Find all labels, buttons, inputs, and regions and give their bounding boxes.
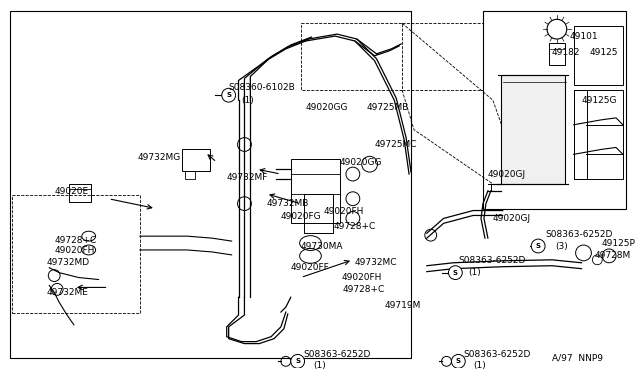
Text: 49728+C: 49728+C <box>343 285 385 294</box>
Text: 49182: 49182 <box>552 48 580 57</box>
Bar <box>483 12 626 209</box>
Text: 49020FF: 49020FF <box>291 263 330 272</box>
Text: 49732MC: 49732MC <box>355 258 397 267</box>
Text: S08363-6252D: S08363-6252D <box>463 350 531 359</box>
Text: 49020FG: 49020FG <box>281 212 321 221</box>
Text: S: S <box>226 92 231 98</box>
Text: 49728+C: 49728+C <box>54 235 97 245</box>
Bar <box>12 195 140 313</box>
Circle shape <box>222 88 236 102</box>
Text: S: S <box>536 243 541 249</box>
Text: 49020GG: 49020GG <box>305 103 348 112</box>
Bar <box>573 26 623 85</box>
Text: (1): (1) <box>241 96 254 105</box>
Text: 49728M: 49728M <box>595 251 630 260</box>
Text: 49732ME: 49732ME <box>46 288 88 297</box>
Text: S08363-6252D: S08363-6252D <box>303 350 371 359</box>
Circle shape <box>291 355 305 368</box>
Text: 49020FH: 49020FH <box>342 273 383 282</box>
Bar <box>182 150 210 171</box>
Bar <box>291 159 340 223</box>
Text: 49719M: 49719M <box>385 301 420 310</box>
Bar <box>186 171 195 179</box>
Circle shape <box>451 355 465 368</box>
Text: 49020GJ: 49020GJ <box>488 170 526 179</box>
Bar <box>500 76 564 184</box>
Text: 49020FH: 49020FH <box>54 246 95 256</box>
Bar <box>10 12 411 358</box>
Text: (3): (3) <box>555 241 568 250</box>
Text: A/97  NNP9: A/97 NNP9 <box>552 354 603 363</box>
Text: 49125: 49125 <box>589 48 618 57</box>
Text: 49125P: 49125P <box>601 238 635 247</box>
Text: 49020FH: 49020FH <box>323 207 364 216</box>
Text: 49725MB: 49725MB <box>367 103 409 112</box>
Text: S08363-6252D: S08363-6252D <box>458 256 525 265</box>
Text: S08363-6252D: S08363-6252D <box>545 230 612 239</box>
Text: 49732MB: 49732MB <box>266 199 308 208</box>
Text: 49020E: 49020E <box>54 187 88 196</box>
Text: 49125G: 49125G <box>582 96 617 105</box>
Bar <box>69 184 91 202</box>
Bar <box>303 194 333 233</box>
Text: S08360-6102B: S08360-6102B <box>228 83 296 92</box>
Text: (1): (1) <box>473 361 486 370</box>
Text: 49732MD: 49732MD <box>46 258 90 267</box>
Text: 49725MC: 49725MC <box>374 140 417 149</box>
Text: 49020GG: 49020GG <box>340 158 383 167</box>
Bar <box>549 43 564 65</box>
Text: (1): (1) <box>468 268 481 277</box>
Text: 49020GJ: 49020GJ <box>493 214 531 223</box>
Text: 49732MG: 49732MG <box>138 153 181 162</box>
Text: S: S <box>453 270 458 276</box>
Text: 49732MF: 49732MF <box>227 173 268 182</box>
Text: S: S <box>295 358 300 364</box>
Text: 49730MA: 49730MA <box>301 241 343 250</box>
Text: S: S <box>456 358 461 364</box>
Circle shape <box>531 239 545 253</box>
Circle shape <box>449 266 462 279</box>
Text: 49728+C: 49728+C <box>333 222 376 231</box>
Text: (1): (1) <box>314 361 326 370</box>
Text: 49101: 49101 <box>570 32 598 41</box>
Bar <box>573 90 623 179</box>
